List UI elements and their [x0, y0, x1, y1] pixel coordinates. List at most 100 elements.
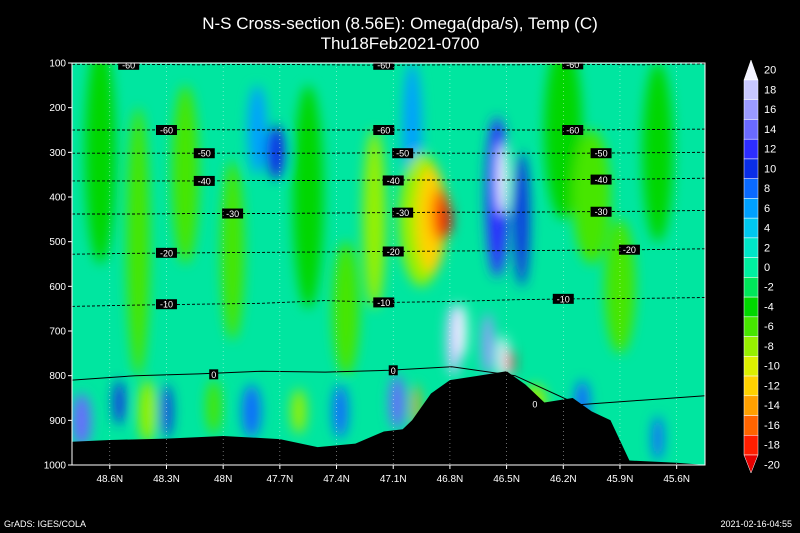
isotherm-label: -40	[595, 175, 608, 185]
isotherm-label-box	[552, 293, 574, 304]
colorbar-label: -20	[764, 459, 780, 471]
omega-cell	[362, 130, 386, 309]
plot-frame	[71, 62, 706, 466]
x-tick-label: 47.1N	[380, 474, 407, 485]
x-tick-label: 45.6N	[663, 474, 690, 485]
colorbar-swatch	[743, 198, 759, 219]
omega-cell	[497, 143, 509, 215]
isotherm-label-box	[373, 63, 395, 70]
isotherm-label: -60	[160, 126, 173, 136]
colorbar-label: 6	[764, 203, 770, 215]
isotherm-label: 0	[391, 366, 396, 376]
isotherm-label: -60	[122, 60, 135, 70]
omega-cell	[172, 85, 199, 264]
isotherm-label-box	[392, 148, 414, 159]
y-tick-label: 700	[49, 327, 66, 338]
isotherm-label: -40	[387, 176, 400, 186]
colorbar-swatch	[743, 316, 759, 337]
omega-cell	[293, 85, 324, 309]
colorbar-bottom-arrow	[743, 454, 759, 474]
y-axis: 100 200 300 400 500 600 700 800 900 1000	[44, 59, 72, 472]
x-tick-label: 45.9N	[607, 474, 634, 485]
footer-credit: GrADS: IGES/COLA	[4, 519, 87, 529]
isotherm-label: -60	[377, 60, 390, 70]
colorbar-swatch	[743, 356, 759, 377]
isotherm-label-box	[562, 63, 584, 70]
isotherm-label-box	[155, 125, 177, 135]
omega-cell	[455, 304, 467, 358]
colorbar-label: -8	[764, 341, 774, 353]
omega-cell	[389, 375, 405, 430]
omega-cell	[572, 130, 611, 264]
y-tick-label: 900	[49, 416, 66, 427]
isotherm-label-box	[193, 175, 215, 186]
colorbar-label: 14	[764, 124, 776, 136]
isotherm-label: -20	[623, 245, 636, 255]
x-axis: 48.6N 48.3N 48N 47.7N 47.4N 47.1N 46.8N 46.5N 46…	[96, 63, 690, 485]
isotherm-label-box	[193, 148, 215, 159]
colorbar-swatch	[743, 178, 759, 199]
colorbar-label: 10	[764, 163, 776, 175]
colorbar-swatch	[743, 336, 759, 357]
y-tick-label: 600	[49, 282, 66, 293]
colorbar-swatch	[743, 138, 759, 160]
isotherm-label-box	[373, 297, 395, 308]
isotherm-label-box	[373, 125, 395, 135]
colorbar-top-arrow	[743, 59, 759, 81]
colorbar-swatch	[743, 277, 759, 298]
omega-cell	[506, 348, 515, 376]
isotherm-label-box	[530, 398, 540, 409]
colorbar-swatch	[743, 435, 759, 456]
colorbar-swatch	[743, 375, 759, 397]
omega-cell	[332, 241, 360, 376]
omega-cell	[113, 380, 125, 425]
colorbar-label: 16	[764, 104, 776, 116]
omega-cell	[544, 63, 583, 220]
colorbar-swatch	[743, 79, 759, 100]
isotherm-label-box	[209, 369, 219, 380]
omega-cell	[332, 384, 348, 439]
isotherm-label-box	[382, 175, 404, 186]
x-tick-label: 46.5N	[493, 474, 520, 485]
footer-timestamp: 2021-02-16-04:55	[720, 519, 792, 529]
terrain	[72, 371, 705, 465]
colorbar-label: -14	[764, 400, 780, 412]
isotherm-label: -30	[595, 207, 608, 217]
isotherm-label-box	[590, 148, 612, 159]
isotherm-label: -30	[396, 208, 409, 218]
isotherm-label-box	[590, 174, 612, 185]
colorbar-swatch	[743, 119, 759, 140]
omega-cell	[138, 380, 158, 443]
isotherm-line	[72, 366, 705, 406]
isotherm-label: -60	[377, 126, 390, 136]
x-tick-label: 46.2N	[550, 474, 577, 485]
omega-cell	[206, 380, 222, 434]
colorbar-swatch	[743, 217, 759, 239]
isotherm-label-box	[155, 299, 177, 310]
omega-cell	[126, 107, 150, 376]
x-tick-label: 48N	[214, 474, 232, 485]
isotherm-label: -10	[160, 300, 173, 310]
colorbar-swatch	[743, 237, 759, 258]
isotherm-label-box	[618, 244, 640, 255]
colorbar-label: 2	[764, 242, 770, 254]
chart-subtitle: Thu18Feb2021-0700	[320, 34, 480, 53]
isotherm-label: -40	[198, 176, 211, 186]
isotherm-label: -10	[377, 298, 390, 308]
isotherm-label: 0	[532, 399, 537, 409]
colorbar-label: -6	[764, 321, 774, 333]
colorbar-swatch	[743, 257, 759, 278]
x-tick-label: 48.3N	[153, 474, 180, 485]
omega-cell	[291, 389, 307, 434]
omega-cell	[514, 152, 530, 287]
colorbar-label: 8	[764, 183, 770, 195]
isotherm-label-box	[118, 63, 140, 70]
x-tick-label: 47.7N	[267, 474, 294, 485]
plot-area: -60 -60 -60 -60 -60 -60 -50 -50 -50 -40 -40 -40 -30 -…	[72, 60, 705, 465]
y-tick-label: 500	[49, 237, 66, 248]
colorbar-label: -18	[764, 440, 780, 452]
colorbar-label: 0	[764, 262, 770, 274]
omega-cell	[85, 63, 116, 264]
x-tick-label: 47.4N	[323, 474, 350, 485]
colorbar-label: -10	[764, 361, 780, 373]
